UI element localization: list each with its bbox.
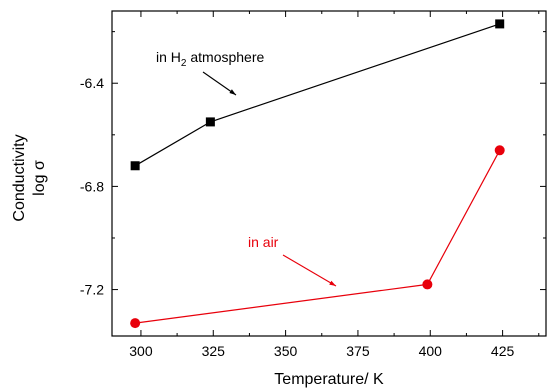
series-1-point <box>422 279 433 290</box>
x-tick-label: 400 <box>419 343 443 359</box>
x-tick-label: 425 <box>491 343 515 359</box>
x-tick-label: 375 <box>346 343 370 359</box>
series-1-point <box>494 145 505 156</box>
series-1-line <box>135 150 501 324</box>
y-axis-title-line1: Conductivity <box>11 134 28 221</box>
y-axis-title-line2: log σ <box>31 160 48 196</box>
annotation-air-arrow-head <box>329 280 336 286</box>
series-0-point <box>205 117 215 127</box>
plot-frame <box>111 10 547 337</box>
y-tick-label: -6.8 <box>80 178 104 194</box>
x-tick-label: 300 <box>129 343 153 359</box>
annotation-air: in air <box>248 234 279 250</box>
axes: 300 325 350 375 400 425 -6.4 -6.8 -7.2 <box>80 11 546 359</box>
y-axis-title: Conductivity log σ <box>11 134 48 221</box>
series-0-point <box>130 161 140 171</box>
x-tick-label: 350 <box>274 343 298 359</box>
series-0-point <box>495 19 505 29</box>
series-layer <box>130 19 505 329</box>
annotation-h2-arrow-head <box>229 89 236 95</box>
annotation-h2-arrow-shaft <box>202 71 237 96</box>
series-0-line <box>134 23 500 167</box>
annotation-h2: in H2 atmosphere <box>156 49 265 69</box>
y-tick-label: -6.4 <box>80 75 104 91</box>
series-1-point <box>130 318 141 329</box>
x-tick-label: 325 <box>202 343 226 359</box>
y-tick-label: -7.2 <box>80 282 104 298</box>
annotation-air-arrow-shaft <box>282 254 337 287</box>
x-axis-title: Temperature/ K <box>274 371 384 388</box>
